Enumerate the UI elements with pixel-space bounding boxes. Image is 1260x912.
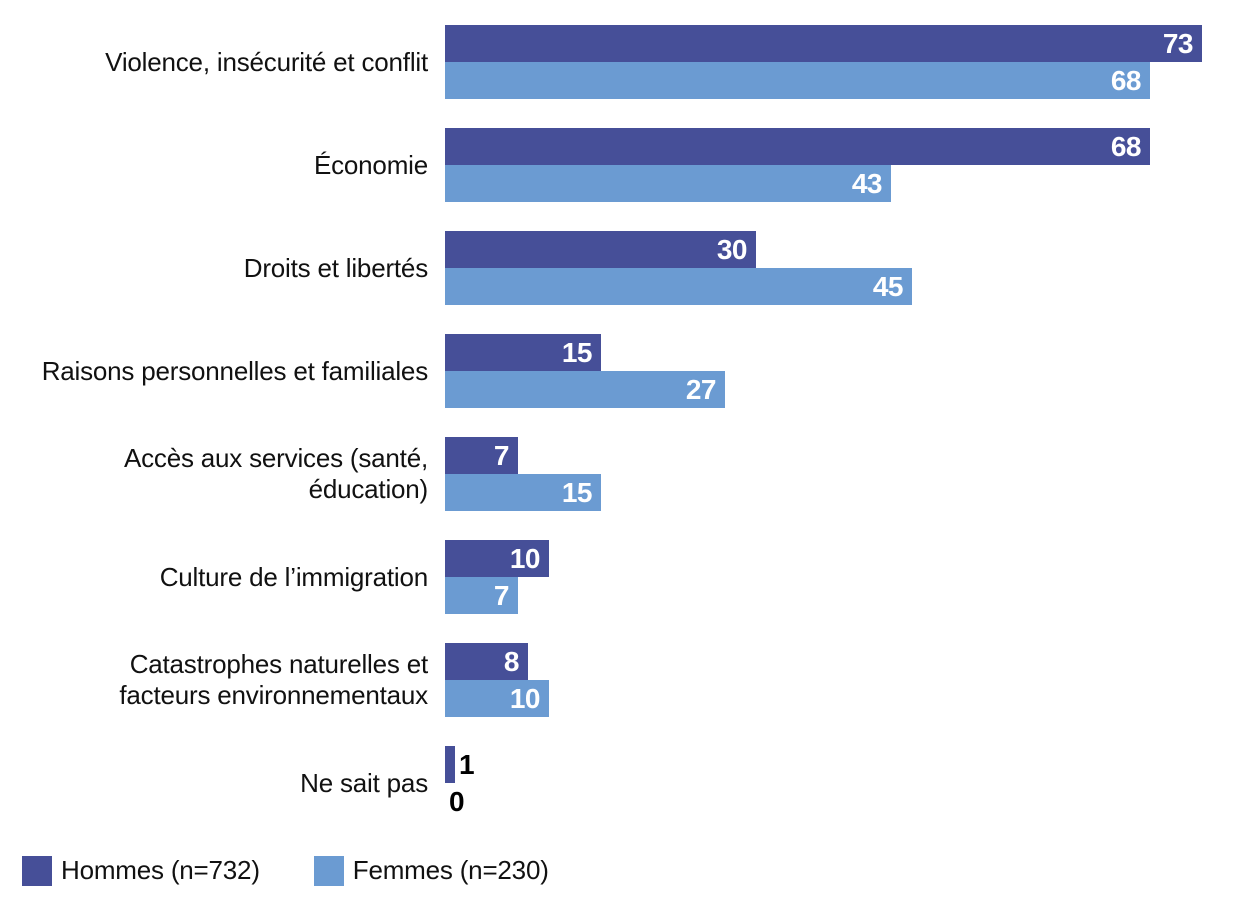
bar-femmes: 10 <box>445 680 549 717</box>
legend-item-hommes: Hommes (n=732) <box>22 855 260 886</box>
bar-row-hommes: 73 <box>445 25 1260 62</box>
bar-hommes: 10 <box>445 540 549 577</box>
category-label-line: Catastrophes naturelles et <box>129 649 429 679</box>
bar-femmes: 15 <box>445 474 601 511</box>
value-label: 30 <box>716 233 748 265</box>
bar-groups: Violence, insécurité et conflit 73 68 Écono… <box>0 25 1260 820</box>
value-label: 7 <box>493 439 510 471</box>
category-label-line: Culture de l’immigration <box>159 561 429 592</box>
bar-group: Droits et libertés 30 45 <box>0 231 1260 305</box>
bar-row-hommes: 10 <box>445 540 1260 577</box>
value-label: 10 <box>509 542 541 574</box>
category-label-line: éducation) <box>308 474 429 504</box>
bar-row-femmes: 45 <box>445 268 1260 305</box>
bar-pair: 8 10 <box>445 643 1260 717</box>
legend-swatch-femmes <box>313 855 344 886</box>
bar-row-hommes: 1 <box>445 746 1260 783</box>
bar-row-hommes: 30 <box>445 231 1260 268</box>
bar-group: Économie 68 43 <box>0 128 1260 202</box>
legend-label-femmes: Femmes (n=230) <box>352 855 549 885</box>
category-label-line: Accès aux services (santé, <box>123 443 428 473</box>
bar-hommes: 73 <box>445 25 1202 62</box>
legend-label-hommes: Hommes (n=732) <box>61 855 260 885</box>
bar-femmes: 43 <box>445 165 891 202</box>
bar-hommes: 8 <box>445 643 528 680</box>
category-label: Violence, insécurité et conflit <box>0 25 445 99</box>
category-label: Catastrophes naturelles et facteurs envir… <box>0 643 445 717</box>
value-label: 1 <box>459 748 475 780</box>
grouped-bar-chart: Violence, insécurité et conflit 73 68 Écono… <box>0 25 1260 886</box>
category-label: Culture de l’immigration <box>0 540 445 614</box>
legend: Hommes (n=732) Femmes (n=230) <box>0 855 1260 886</box>
value-label: 68 <box>1110 130 1142 162</box>
value-label: 7 <box>493 579 510 611</box>
category-label-line: Droits et libertés <box>243 252 428 283</box>
legend-item-femmes: Femmes (n=230) <box>313 855 549 886</box>
category-label-line: Économie <box>313 149 428 180</box>
bar-group: Accès aux services (santé, éducation) 7 15 <box>0 437 1260 511</box>
bar-row-hommes: 68 <box>445 128 1260 165</box>
bar-pair: 15 27 <box>445 334 1260 408</box>
category-label-line: facteurs environnementaux <box>119 680 428 710</box>
category-label-line: Raisons personnelles et familiales <box>41 355 428 386</box>
bar-row-femmes: 27 <box>445 371 1260 408</box>
bar-row-femmes: 68 <box>445 62 1260 99</box>
bar-hommes: 30 <box>445 231 756 268</box>
value-label: 8 <box>503 645 520 677</box>
value-label: 43 <box>851 167 883 199</box>
category-label-line: Ne sait pas <box>300 767 428 798</box>
legend-swatch-hommes <box>22 855 52 886</box>
category-label: Ne sait pas <box>0 746 445 820</box>
bar-femmes: 68 <box>445 62 1150 99</box>
bar-femmes: 7 <box>445 577 518 614</box>
bar-row-femmes: 7 <box>445 577 1260 614</box>
value-label: 10 <box>509 682 541 714</box>
value-label: 73 <box>1162 27 1194 59</box>
category-label: Droits et libertés <box>0 231 445 305</box>
bar-row-femmes: 15 <box>445 474 1260 511</box>
bar-femmes: 27 <box>445 371 725 408</box>
bar-row-hommes: 8 <box>445 643 1260 680</box>
bar-group: Violence, insécurité et conflit 73 68 <box>0 25 1260 99</box>
bar-hommes: 15 <box>445 334 601 371</box>
bar-pair: 73 68 <box>445 25 1260 99</box>
value-label: 68 <box>1110 64 1142 96</box>
category-label: Accès aux services (santé, éducation) <box>0 437 445 511</box>
bar-pair: 10 7 <box>445 540 1260 614</box>
value-label: 27 <box>685 373 717 405</box>
value-label: 15 <box>561 476 593 508</box>
bar-row-femmes: 43 <box>445 165 1260 202</box>
bar-row-femmes: 0 <box>445 783 1260 820</box>
bar-group: Ne sait pas 1 0 <box>0 746 1260 820</box>
bar-group: Culture de l’immigration 10 7 <box>0 540 1260 614</box>
bar-femmes: 45 <box>445 268 912 305</box>
bar-group: Raisons personnelles et familiales 15 27 <box>0 334 1260 408</box>
bar-pair: 7 15 <box>445 437 1260 511</box>
bar-row-hommes: 15 <box>445 334 1260 371</box>
bar-hommes: 68 <box>445 128 1150 165</box>
category-label-line: Violence, insécurité et conflit <box>105 46 428 77</box>
category-label: Raisons personnelles et familiales <box>0 334 445 408</box>
bar-group: Catastrophes naturelles et facteurs envir… <box>0 643 1260 717</box>
category-label: Économie <box>0 128 445 202</box>
bar-row-hommes: 7 <box>445 437 1260 474</box>
value-label: 0 <box>449 785 465 817</box>
value-label: 15 <box>561 336 593 368</box>
bar-pair: 68 43 <box>445 128 1260 202</box>
bar-pair: 30 45 <box>445 231 1260 305</box>
value-label: 45 <box>872 270 904 302</box>
bar-row-femmes: 10 <box>445 680 1260 717</box>
bar-hommes: 7 <box>445 437 518 474</box>
bar-hommes <box>445 746 455 783</box>
